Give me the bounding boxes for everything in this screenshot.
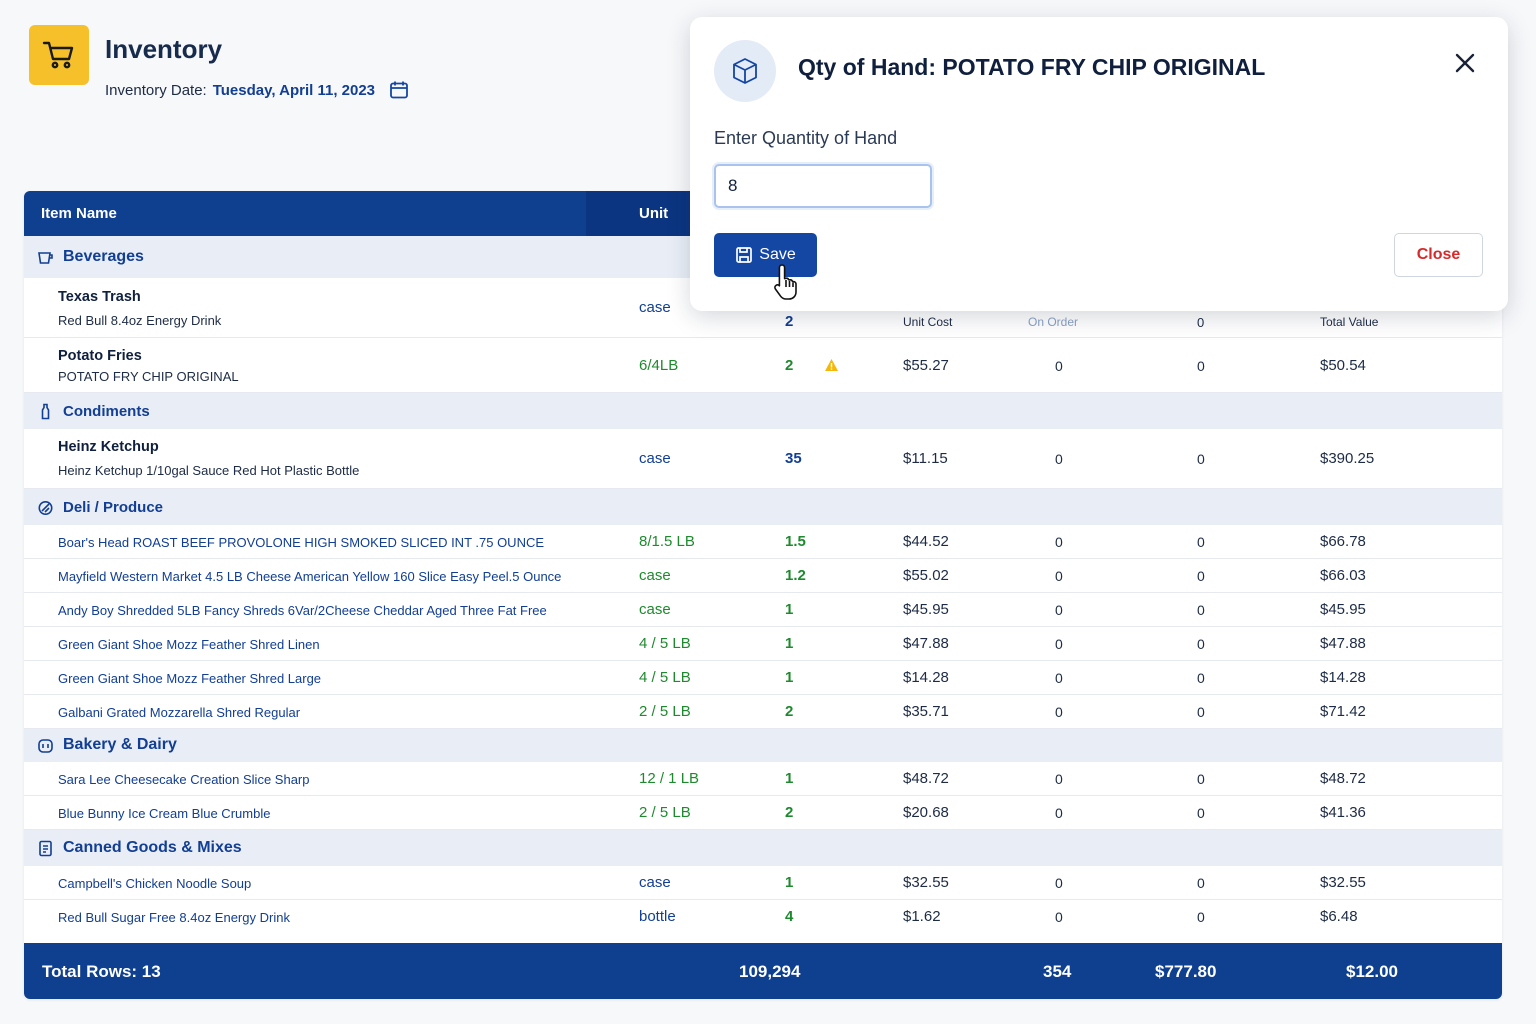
ghost-unit-cost: Unit Cost — [903, 315, 953, 329]
category-bakery-dairy[interactable]: Bakery & Dairy — [24, 729, 1502, 762]
bottle-icon — [37, 403, 54, 420]
ghost-total-value: Total Value — [1320, 315, 1379, 329]
table-row[interactable]: Blue Bunny Ice Cream Blue Crumble 2 / 5 … — [24, 796, 1502, 830]
category-canned-goods[interactable]: Canned Goods & Mixes — [24, 830, 1502, 866]
save-button[interactable]: Save — [714, 233, 817, 277]
qty-total: 109,294 — [739, 962, 801, 981]
table-row[interactable]: Galbani Grated Mozzarella Shred Regular … — [24, 695, 1502, 729]
table-footer: Total Rows: 13 109,294 354 $777.80 $12.0… — [24, 943, 1502, 999]
table-row[interactable]: Green Giant Shoe Mozz Feather Shred Line… — [24, 627, 1502, 661]
table-row[interactable]: Sara Lee Cheesecake Creation Slice Sharp… — [24, 762, 1502, 796]
ghost-on-order: On Order — [1028, 315, 1079, 329]
save-label: Save — [759, 246, 796, 263]
date-label: Inventory Date: — [105, 81, 207, 99]
inventory-date: Inventory Date: Tuesday, April 11, 2023 — [105, 80, 409, 100]
close-button[interactable]: Close — [1394, 233, 1483, 277]
close-icon[interactable] — [1452, 50, 1478, 76]
calendar-icon[interactable] — [389, 80, 409, 100]
quantity-input[interactable] — [714, 164, 932, 208]
inventory-table: Item Name Unit Beverages Texas Trash Red… — [24, 191, 1502, 999]
table-row[interactable]: Mayfield Western Market 4.5 LB Cheese Am… — [24, 559, 1502, 593]
box-icon — [714, 40, 776, 102]
sum-total-2: $12.00 — [1346, 962, 1398, 981]
table-row[interactable]: Boar's Head ROAST BEEF PROVOLONE HIGH SM… — [24, 525, 1502, 559]
can-icon — [37, 840, 54, 857]
table-row[interactable]: Heinz Ketchup Heinz Ketchup 1/10gal Sauc… — [24, 429, 1502, 489]
qty-on-hand-modal: Qty of Hand: POTATO FRY CHIP ORIGINAL En… — [690, 17, 1508, 311]
cup-icon — [37, 249, 54, 266]
sum-total-1: $777.80 — [1155, 962, 1217, 981]
on-hand-total: 354 — [1043, 962, 1072, 981]
bakery-icon — [37, 737, 54, 754]
column-item-name[interactable]: Item Name — [41, 205, 117, 222]
category-deli-produce[interactable]: Deli / Produce — [24, 489, 1502, 525]
category-condiments[interactable]: Condiments — [24, 393, 1502, 429]
table-row[interactable]: Red Bull Sugar Free 8.4oz Energy Drink b… — [58, 908, 1358, 925]
cart-icon — [29, 25, 89, 85]
total-rows: Total Rows: 13 — [42, 962, 161, 981]
quantity-label: Enter Quantity of Hand — [714, 128, 898, 148]
warning-icon — [824, 358, 839, 372]
produce-icon — [37, 499, 54, 516]
page-title: Inventory — [105, 34, 223, 64]
table-row[interactable]: Andy Boy Shredded 5LB Fancy Shreds 6Var/… — [24, 593, 1502, 627]
table-row[interactable]: Campbell's Chicken Noodle Soup case 1 $3… — [24, 866, 1502, 900]
pointer-cursor-icon — [772, 262, 804, 302]
date-value[interactable]: Tuesday, April 11, 2023 — [212, 81, 376, 99]
column-unit[interactable]: Unit — [639, 205, 669, 222]
table-row[interactable]: Green Giant Shoe Mozz Feather Shred Larg… — [24, 661, 1502, 695]
save-icon — [735, 246, 753, 264]
table-row[interactable]: Texas Trash Red Bull 8.4oz Energy Drink … — [24, 278, 1502, 338]
modal-title: Qty of Hand: POTATO FRY CHIP ORIGINAL — [798, 54, 1266, 80]
table-row[interactable]: Potato Fries POTATO FRY CHIP ORIGINAL 6/… — [24, 338, 1502, 393]
